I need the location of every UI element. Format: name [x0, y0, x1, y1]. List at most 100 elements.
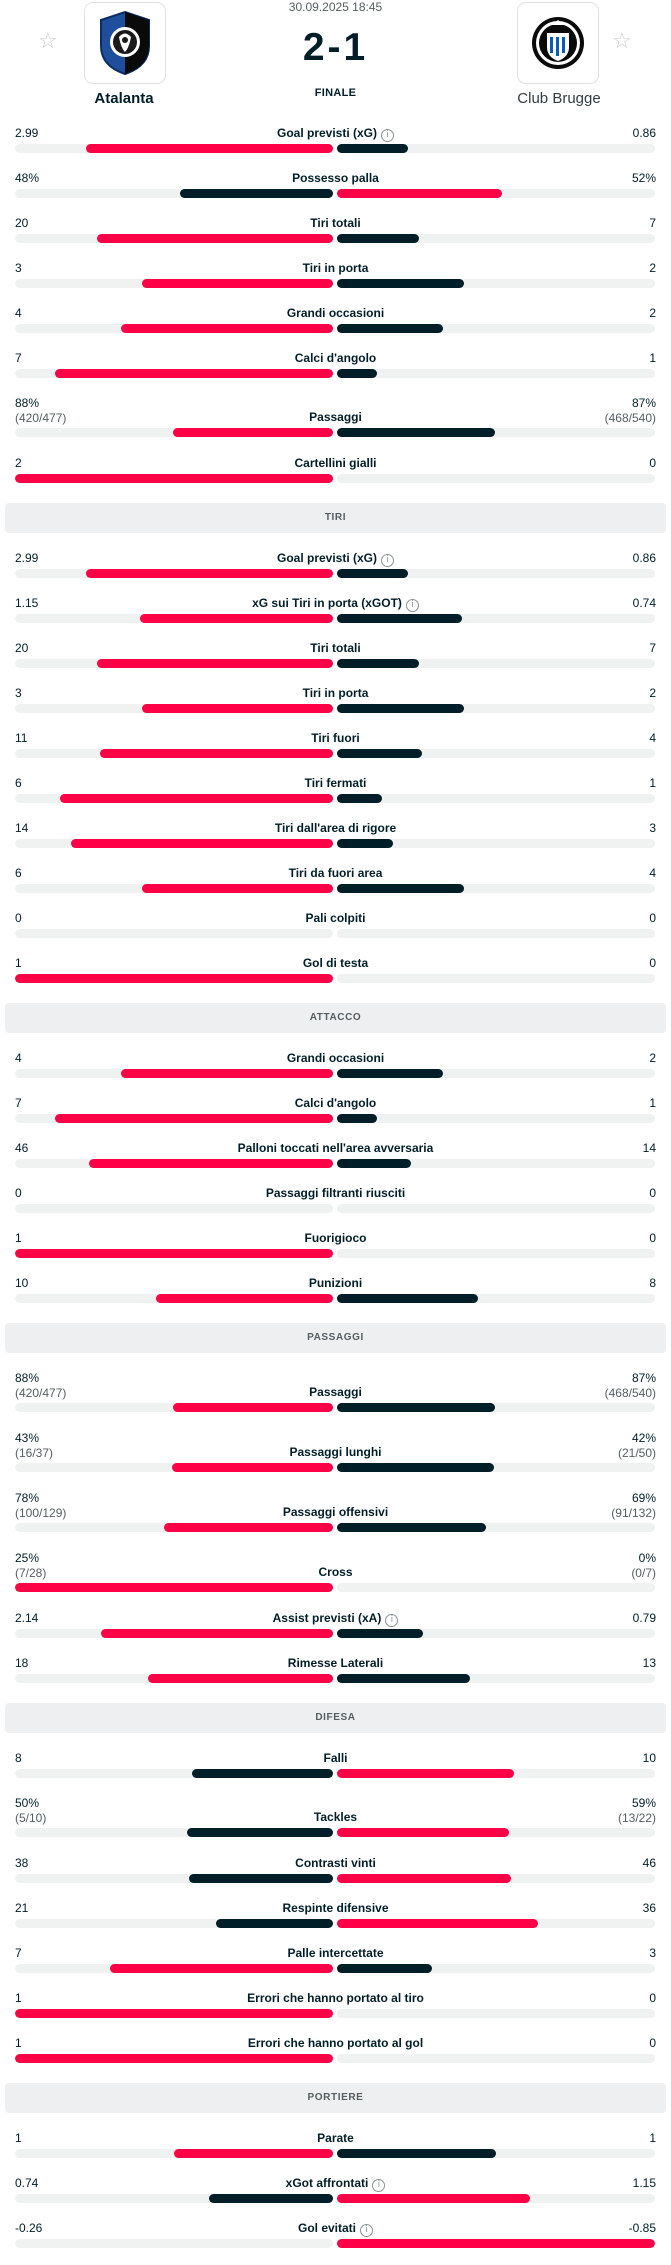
- home-value-main: 1.15: [15, 596, 39, 610]
- home-bar-fill: [54, 1114, 333, 1123]
- away-bar-fill: [337, 1523, 487, 1532]
- home-value: 8: [15, 1751, 22, 1766]
- stat-row: 38 Contrasti vinti 46: [0, 1848, 671, 1893]
- stat-label: Tackles: [160, 1810, 511, 1825]
- away-value-main: 87%: [631, 1371, 656, 1385]
- away-bar-fill: [337, 569, 409, 578]
- home-bar-track: [15, 144, 333, 153]
- home-value-main: 0.74: [15, 2176, 39, 2190]
- home-bar-track: [15, 614, 333, 623]
- away-bar-track: [337, 929, 655, 938]
- away-bar-track: [337, 324, 655, 333]
- home-value-main: 88%: [15, 396, 40, 410]
- away-value: 3: [649, 1946, 656, 1961]
- home-value-detail: (5/10): [15, 1811, 47, 1825]
- away-value-main: 1: [649, 2131, 656, 2145]
- home-value-main: 11: [15, 731, 28, 745]
- stat-row: 1 Errori che hanno portato al tiro 0: [0, 1983, 671, 2028]
- away-bar-track: [337, 428, 655, 437]
- stat-row: 2.99 Goal previsti (xG) i 0.86: [0, 118, 671, 163]
- away-bar-track: [337, 1069, 655, 1078]
- stat-row: 25% (7/28) Cross 0% (0/7): [0, 1543, 671, 1603]
- home-value: 1: [15, 2036, 22, 2051]
- info-icon[interactable]: i: [381, 554, 395, 567]
- home-bar-track: [15, 234, 333, 243]
- away-bar-track: [337, 2239, 655, 2248]
- away-bar-track: [337, 189, 655, 198]
- stat-label: Calci d'angolo: [160, 351, 511, 366]
- home-bar-fill: [142, 279, 333, 288]
- home-value: 4: [15, 1051, 22, 1066]
- info-icon[interactable]: i: [405, 599, 419, 612]
- favorite-star-icon[interactable]: ☆: [612, 28, 632, 53]
- info-icon[interactable]: i: [360, 2224, 373, 2237]
- info-icon[interactable]: i: [381, 129, 395, 142]
- home-value: 0: [15, 911, 22, 926]
- home-bar-fill: [148, 1674, 333, 1683]
- away-bar-fill: [337, 839, 394, 848]
- away-bar-fill: [337, 614, 462, 623]
- away-value-main: 8: [649, 1276, 656, 1290]
- home-value-main: 3: [15, 261, 22, 275]
- info-icon[interactable]: i: [385, 1614, 399, 1627]
- away-bar-fill: [337, 1674, 471, 1683]
- home-bar-fill: [15, 1249, 333, 1258]
- info-icon[interactable]: i: [372, 2179, 386, 2192]
- away-value-main: 7: [649, 641, 656, 655]
- away-bar-fill: [337, 1159, 412, 1168]
- stat-label: Gol di testa: [160, 956, 511, 971]
- away-bar-track: [337, 1874, 655, 1883]
- away-bar-track: [337, 1294, 655, 1303]
- away-value: 0.86: [633, 126, 656, 141]
- home-bar-fill: [97, 234, 333, 243]
- favorite-star-icon[interactable]: ☆: [38, 28, 58, 53]
- away-team-logo[interactable]: [517, 2, 599, 84]
- away-value-main: 1.15: [632, 2176, 656, 2190]
- away-value-main: 7: [649, 216, 656, 230]
- stat-label-text: Passaggi offensivi: [282, 1505, 389, 1519]
- home-bar-fill: [139, 614, 333, 623]
- stat-label-text: Punizioni: [308, 1276, 363, 1290]
- away-bar-track: [337, 1403, 655, 1412]
- away-bar-track: [337, 1159, 655, 1168]
- home-team-name[interactable]: Atalanta: [94, 90, 154, 107]
- home-value: 14: [15, 821, 28, 836]
- away-bar-fill: [337, 1629, 423, 1638]
- away-bar-track: [337, 884, 655, 893]
- away-value-main: 1: [649, 1096, 656, 1110]
- stat-label: Tiri fermati: [160, 776, 511, 791]
- home-bar-fill: [187, 1828, 333, 1837]
- home-value: 2.14: [15, 1611, 38, 1626]
- away-value-main: 0.74: [632, 596, 656, 610]
- away-team-name[interactable]: Club Brugge: [517, 90, 601, 107]
- away-bar-fill: [337, 704, 465, 713]
- stat-label: Gol evitati i: [160, 2221, 511, 2237]
- stat-row: 50% (5/10) Tackles 59% (13/22): [0, 1788, 671, 1848]
- home-bar-fill: [173, 428, 333, 437]
- stat-label: Pali colpiti: [160, 911, 511, 926]
- away-value-main: 10: [642, 1751, 656, 1765]
- home-value-detail: (420/477): [15, 1386, 67, 1400]
- stat-label-text: xG sui Tiri in porta (xGOT): [252, 596, 402, 610]
- away-bar-fill: [337, 1294, 479, 1303]
- home-value: 88% (420/477): [15, 396, 66, 426]
- stat-row: 2 Cartellini gialli 0: [0, 448, 671, 493]
- home-value-main: -0.26: [15, 2221, 43, 2235]
- home-bar-fill: [191, 1769, 333, 1778]
- away-value-detail: (0/7): [631, 1566, 656, 1580]
- away-bar-track: [337, 474, 655, 483]
- stat-label: Tiri in porta: [160, 261, 511, 276]
- home-bar-fill: [172, 1463, 333, 1472]
- home-bar-track: [15, 659, 333, 668]
- away-value: 3: [649, 821, 656, 836]
- home-bar-track: [15, 794, 333, 803]
- away-value-main: 42%: [631, 1431, 656, 1445]
- away-bar-fill: [337, 428, 496, 437]
- stat-row: 18 Rimesse Laterali 13: [0, 1648, 671, 1693]
- stat-label-text: Gol evitati: [297, 2221, 356, 2235]
- away-value: 10: [643, 1751, 656, 1766]
- home-bar-track: [15, 929, 333, 938]
- home-bar-fill: [60, 794, 333, 803]
- home-value: 7: [15, 351, 22, 366]
- home-team-logo[interactable]: [84, 2, 166, 84]
